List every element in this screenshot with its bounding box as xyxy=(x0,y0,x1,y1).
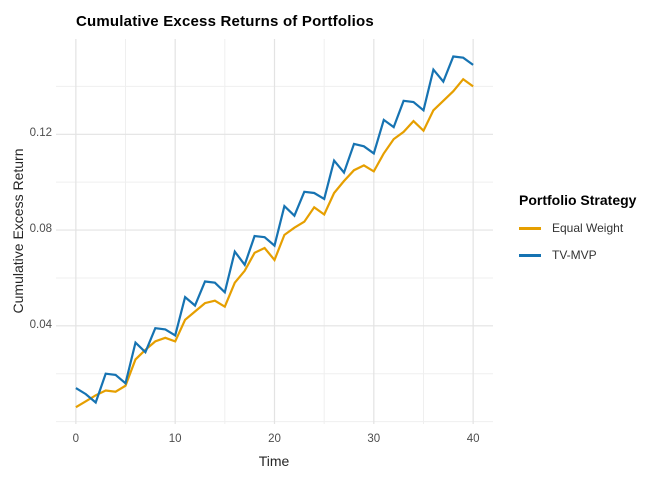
legend-items: Equal Weight TV-MVP xyxy=(519,221,636,262)
x-axis-title: Time xyxy=(258,453,290,469)
chart-title: Cumulative Excess Returns of Portfolios xyxy=(76,13,374,30)
y-axis-title: Cumulative Excess Return xyxy=(10,148,26,314)
x-tick-label: 30 xyxy=(367,433,381,445)
legend-item-equal-weight: Equal Weight xyxy=(519,221,636,235)
legend-title: Portfolio Strategy xyxy=(519,192,637,208)
y-tick-label: 0.08 xyxy=(29,223,52,236)
series-line-equal-weight xyxy=(75,77,474,409)
legend-key-equal-weight xyxy=(519,226,541,230)
legend-label-equal-weight: Equal Weight xyxy=(552,221,624,235)
x-tick-label: 10 xyxy=(168,433,182,445)
series-line-tv-mvp xyxy=(75,55,474,405)
x-tick-label: 40 xyxy=(466,433,480,445)
legend: Portfolio Strategy Equal Weight TV-MVP xyxy=(519,192,636,262)
legend-label-tv-mvp: TV-MVP xyxy=(552,248,597,262)
x-tick-label: 0 xyxy=(72,433,80,445)
x-tick-label: 20 xyxy=(268,433,281,445)
y-tick-label: 0.04 xyxy=(29,318,52,331)
legend-item-tv-mvp: TV-MVP xyxy=(519,248,636,262)
y-tick-label: 0.12 xyxy=(29,127,52,140)
legend-key-tv-mvp xyxy=(519,253,541,257)
